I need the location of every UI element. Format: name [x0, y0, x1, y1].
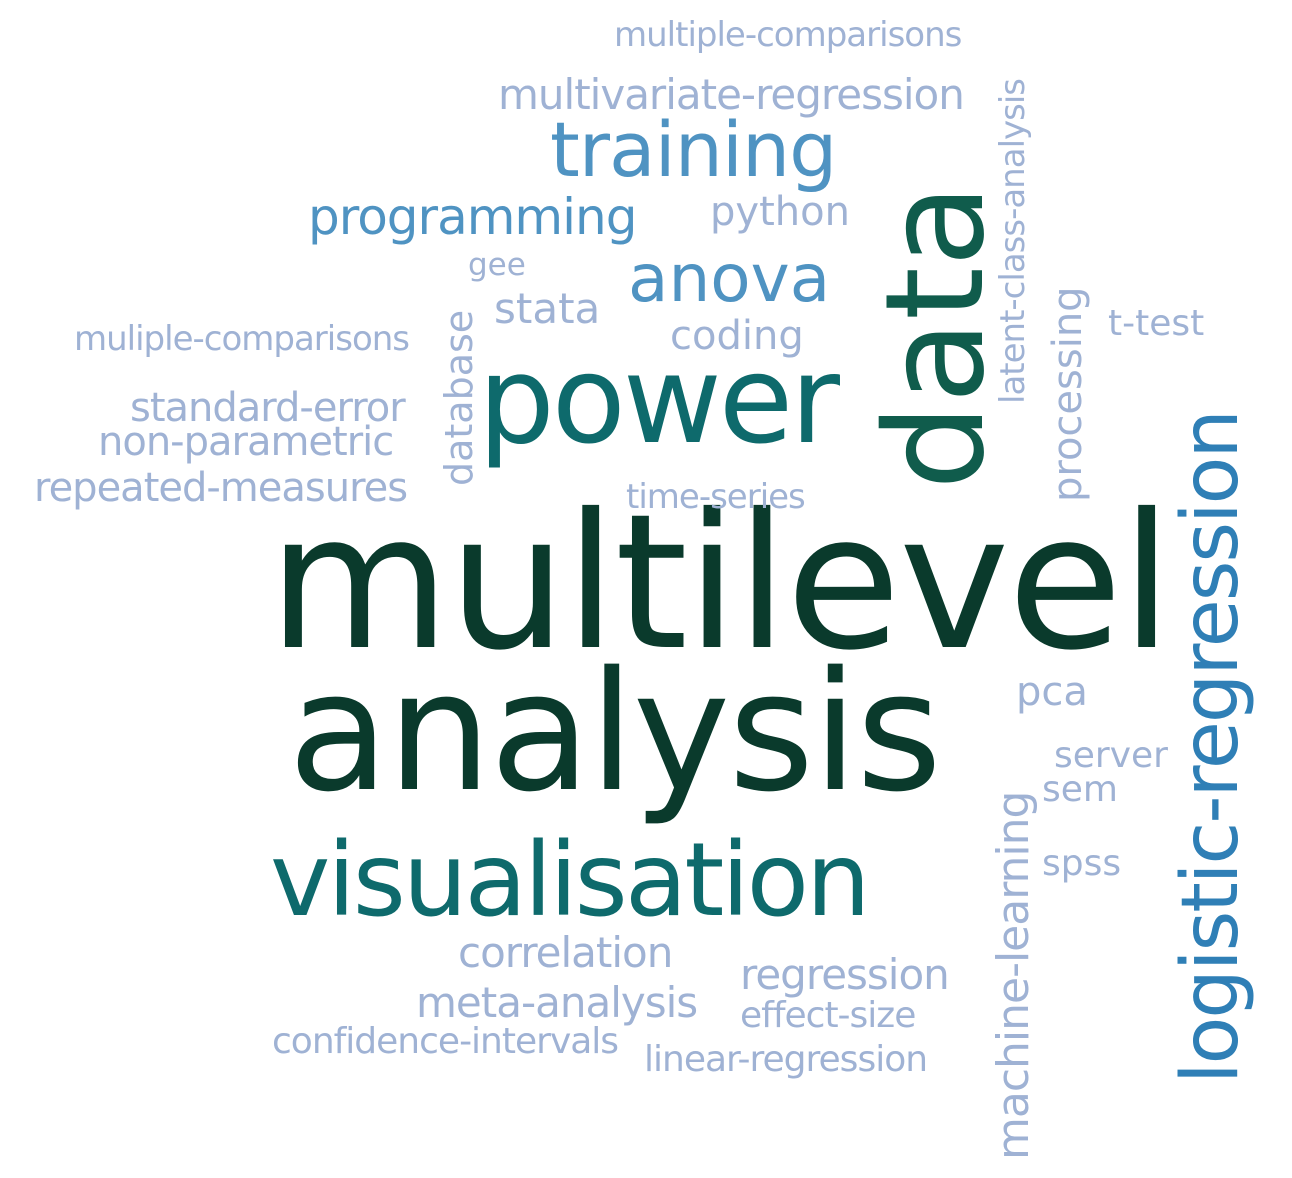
- word-anova: anova: [628, 240, 831, 317]
- word-regression: regression: [740, 950, 950, 999]
- word-multiple-comparisons: multiple-comparisons: [614, 15, 962, 55]
- word-effect-size: effect-size: [740, 995, 916, 1036]
- word-gee: gee: [468, 247, 526, 283]
- word-database: database: [437, 309, 481, 486]
- word-power: power: [478, 330, 840, 471]
- word-coding: coding: [670, 313, 804, 359]
- word-linear-regression: linear-regression: [644, 1039, 928, 1080]
- word-training: training: [550, 105, 837, 194]
- word-pca: pca: [1016, 669, 1088, 715]
- word-latent-class-analysis: latent-class-analysis: [993, 78, 1033, 404]
- word-t-test: t-test: [1108, 303, 1205, 344]
- word-spss: spss: [1042, 843, 1122, 884]
- word-muliple-comparisons: muliple-comparisons: [74, 319, 410, 359]
- word-multilevel: multilevel: [268, 474, 1173, 692]
- word-visualisation: visualisation: [270, 821, 871, 940]
- word-stata: stata: [494, 284, 601, 333]
- word-correlation: correlation: [458, 928, 673, 977]
- word-machine-learning: machine-learning: [988, 791, 1039, 1160]
- word-confidence-intervals: confidence-intervals: [272, 1021, 619, 1062]
- word-multivariate-regression: multivariate-regression: [498, 70, 965, 119]
- word-standard-error: standard-error: [130, 385, 406, 431]
- word-data: data: [857, 183, 1015, 490]
- word-analysis: analysis: [288, 636, 942, 828]
- word-programming: programming: [308, 188, 637, 246]
- word-non-parametric: non-parametric: [98, 419, 394, 465]
- word-repeated-measures: repeated-measures: [34, 465, 408, 511]
- word-logistic-regression: logistic-regression: [1166, 411, 1256, 1084]
- word-sem: sem: [1042, 769, 1118, 810]
- word-python: python: [710, 189, 850, 235]
- word-time-series: time-series: [626, 477, 806, 517]
- word-processing: processing: [1045, 286, 1091, 502]
- word-server: server: [1054, 735, 1168, 776]
- word-meta-analysis: meta-analysis: [416, 978, 698, 1027]
